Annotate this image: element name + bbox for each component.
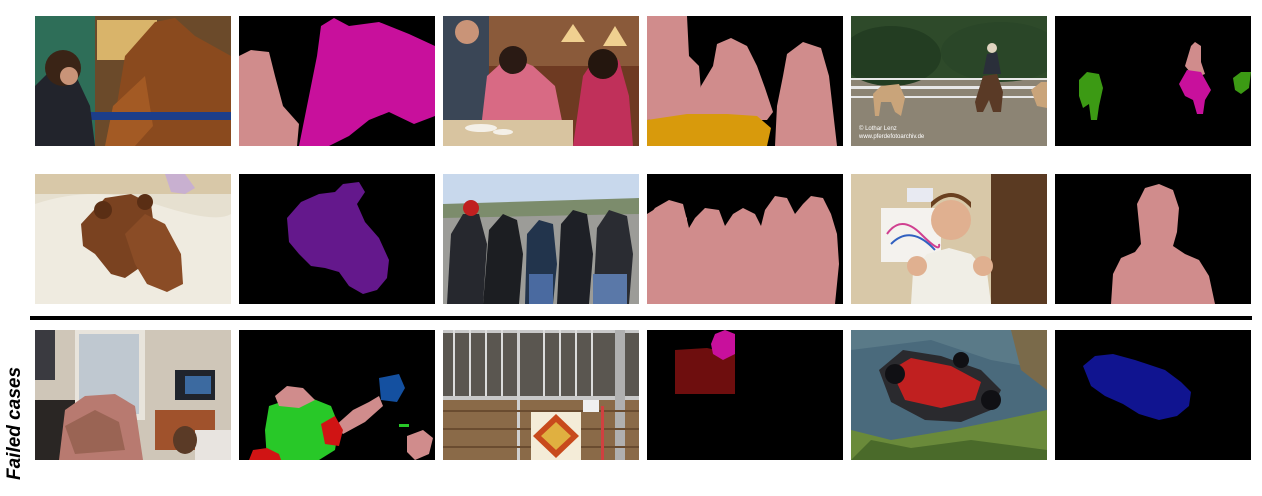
mask-overturned-car — [1055, 330, 1251, 460]
photo-group-of-men — [443, 174, 639, 304]
mask-stable-door — [647, 330, 843, 460]
mask-living-room — [239, 330, 435, 460]
watermark-line1: © Lothar Lenz — [859, 125, 897, 132]
photo-overturned-car — [851, 330, 1047, 460]
mask-rider-in-arena — [1055, 16, 1251, 146]
section-divider — [30, 316, 1252, 320]
photo-boy-thumbs-up — [851, 174, 1047, 304]
mask-boy-thumbs-up — [1055, 174, 1251, 304]
watermark-line2: www.pferdefotoarchiv.de — [858, 134, 925, 140]
photo-horse-and-woman — [35, 16, 231, 146]
mask-dogs-on-bed — [239, 174, 435, 304]
photo-dogs-on-bed — [35, 174, 231, 304]
mask-group-of-men — [647, 174, 843, 304]
photo-rider-in-arena: © Lothar Lenz www.pferdefotoarchiv.de — [851, 16, 1047, 146]
failed-cases-label: Failed cases — [4, 366, 25, 480]
mask-people-at-table — [647, 16, 843, 146]
photo-living-room — [35, 330, 231, 460]
photo-stable-door — [443, 330, 639, 460]
mask-horse-and-woman — [239, 16, 435, 146]
photo-people-at-table — [443, 16, 639, 146]
